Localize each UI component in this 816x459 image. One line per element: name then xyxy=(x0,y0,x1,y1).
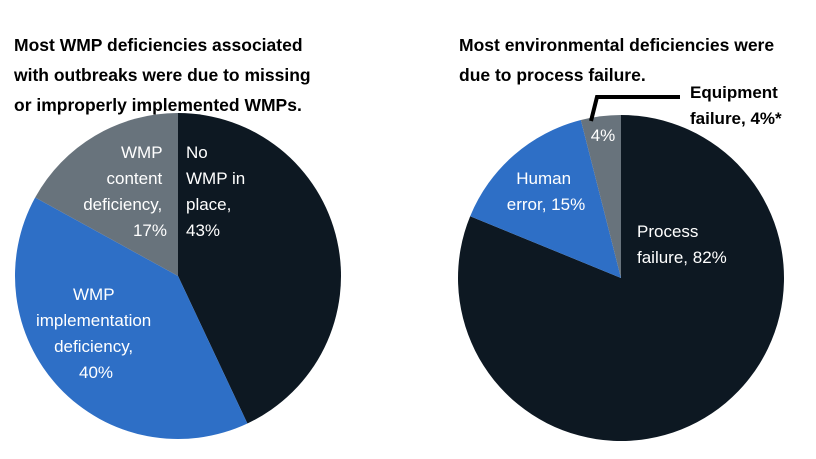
slice-label-human-error: Human error, 15% xyxy=(507,169,585,214)
left-title-line: with outbreaks were due to missing xyxy=(14,65,311,85)
left-pie-chart xyxy=(14,113,342,440)
pie-slice-left-1 xyxy=(14,197,248,440)
slice-label-no-wmp: No WMP in place, 43% xyxy=(186,143,250,240)
slice-label-wmp-content: WMP content deficiency, 17% xyxy=(83,143,167,240)
slice-label-wmp-implementation: WMP implementation deficiency, 40% xyxy=(36,285,156,382)
left-chart-title: Most WMP deficiencies associated with ou… xyxy=(14,30,311,120)
slice-label-equipment-failure-pct: 4% xyxy=(591,126,616,145)
right-title-line: Most environmental deficiencies were xyxy=(459,35,775,55)
callout-label-equipment-failure: Equipment failure, 4%* xyxy=(690,83,783,128)
slice-label-process-failure: Process failure, 82% xyxy=(637,222,727,267)
pie-slice-left-2 xyxy=(35,113,178,276)
right-pie-chart xyxy=(458,115,785,441)
pie-slice-right-2 xyxy=(580,115,621,278)
pie-slice-left-0 xyxy=(178,113,342,424)
right-chart-title: Most environmental deficiencies were due… xyxy=(459,30,774,90)
left-title-line: or improperly implemented WMPs. xyxy=(14,95,302,115)
right-title-line: due to process failure. xyxy=(459,65,646,85)
pie-slice-right-0 xyxy=(458,115,785,441)
callout-leader-line xyxy=(589,95,680,122)
left-title-line: Most WMP deficiencies associated xyxy=(14,35,303,55)
pie-slice-right-1 xyxy=(470,120,621,279)
